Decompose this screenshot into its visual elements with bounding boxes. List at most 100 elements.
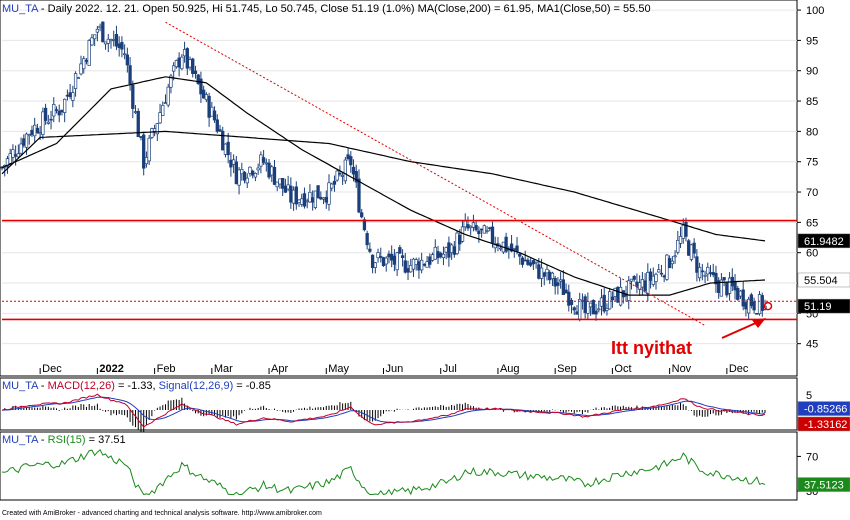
candle-body [591, 299, 595, 315]
candle-body [654, 273, 658, 282]
candle-body [447, 242, 451, 258]
candle-body [335, 170, 339, 181]
candle-body [229, 159, 233, 168]
candle-body [676, 240, 680, 253]
candle-body [84, 59, 89, 62]
candle-body [744, 302, 748, 310]
candle-body [297, 199, 301, 203]
candle-body [54, 109, 59, 111]
x-axis-label: Aug [500, 363, 520, 375]
candle-body [602, 294, 606, 312]
price-y-axis: 4550556065707580859095100 [797, 5, 824, 351]
candle-body [286, 184, 290, 190]
candle-body [613, 287, 617, 297]
candle-body [68, 92, 72, 97]
candle-body [616, 286, 620, 303]
x-axis-label: Dec [42, 363, 62, 375]
candle-body [583, 296, 587, 313]
close-value-tag-bg [797, 298, 850, 314]
macd-signal-tag: -0.85266 [804, 404, 847, 416]
candle-body [567, 291, 571, 306]
candle-body [417, 261, 421, 271]
candle-body [163, 102, 168, 105]
ma200-value-tag-bg [797, 233, 850, 249]
candle-body [76, 77, 80, 79]
candle-body [92, 34, 97, 40]
candle-body [177, 57, 181, 68]
candle-body [117, 43, 121, 49]
candle-body [120, 42, 124, 50]
candle-body [144, 157, 149, 165]
candle-body [281, 178, 285, 189]
price-panel: 4550556065707580859095100 Itt nyithat De… [0, 0, 850, 377]
candle-body [586, 301, 590, 314]
macd-header-macd-val: = -1.33, [115, 380, 159, 392]
candle-body [52, 104, 56, 117]
candle-body [518, 253, 522, 257]
candle-body [605, 308, 609, 311]
candle-body [161, 104, 165, 116]
candle-body [103, 41, 108, 45]
candle-body [757, 294, 762, 314]
candle-body [112, 39, 116, 41]
candle-body [60, 109, 64, 113]
candle-body [420, 259, 424, 271]
candle-body [253, 172, 258, 178]
candle-body [311, 197, 315, 203]
candle-body [678, 236, 683, 244]
candle-body [509, 243, 514, 252]
candle-body [689, 244, 694, 260]
candles [0, 21, 767, 322]
candle-body [411, 258, 416, 270]
candle-body [19, 143, 23, 154]
candle-body [392, 255, 397, 265]
candle-body [283, 185, 288, 193]
ma50-value-tag: 55.504 [804, 275, 838, 287]
candle-body [43, 107, 48, 121]
candle-body [556, 282, 560, 286]
price-y-tick-label: 85 [806, 96, 818, 108]
candle-body [409, 265, 413, 273]
candle-body [433, 246, 437, 260]
downtrend-line [165, 21, 706, 326]
macd-header: MU_TA - MACD(12,26) = -1.33, Signal(12,2… [2, 380, 271, 392]
candle-body [760, 295, 764, 311]
rsi-value-tag-bg [797, 477, 850, 492]
ma50-value-tag-bg [797, 272, 850, 288]
candle-body [82, 58, 86, 70]
macd-y-axis: 5 [806, 390, 812, 402]
candle-body [351, 166, 356, 175]
candle-body [313, 190, 318, 208]
candle-body [553, 278, 557, 287]
candle-body [155, 123, 159, 135]
candle-body [531, 260, 536, 265]
candle-body [629, 278, 634, 282]
candle-body [362, 219, 367, 231]
candle-body [635, 281, 639, 287]
candle-body [128, 65, 132, 85]
candle-body [673, 255, 677, 258]
candle-body [469, 225, 473, 229]
candle-body [588, 302, 593, 308]
candle-body [139, 136, 143, 138]
x-axis-label: Jul [443, 363, 457, 375]
candle-body [575, 311, 579, 315]
candle-body [670, 260, 674, 265]
candle-body [169, 75, 173, 88]
candle-body [479, 228, 484, 231]
candle-body [439, 252, 443, 258]
candle-body [697, 267, 702, 279]
candle-body [324, 196, 328, 203]
candle-body [387, 253, 391, 258]
candle-body [662, 275, 666, 278]
candle-body [272, 167, 277, 185]
candle-body [455, 232, 459, 254]
candle-body [564, 289, 568, 294]
candle-body [648, 271, 653, 281]
candle-body [512, 247, 516, 250]
candle-body [542, 272, 546, 277]
candle-body [218, 129, 222, 132]
candle-body [572, 307, 576, 311]
macd-y-tick-label: 5 [806, 390, 812, 402]
candle-body [646, 271, 650, 295]
